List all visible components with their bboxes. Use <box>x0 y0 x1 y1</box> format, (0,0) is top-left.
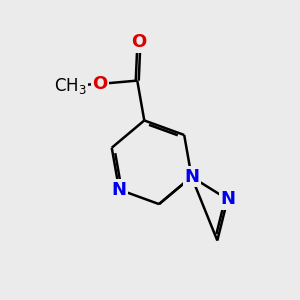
Text: CH$_3$: CH$_3$ <box>54 76 87 96</box>
Text: O: O <box>92 75 108 93</box>
Text: N: N <box>220 190 235 208</box>
Text: N: N <box>184 168 199 186</box>
Text: O: O <box>131 33 146 51</box>
Text: N: N <box>184 168 199 186</box>
Text: N: N <box>112 181 127 199</box>
